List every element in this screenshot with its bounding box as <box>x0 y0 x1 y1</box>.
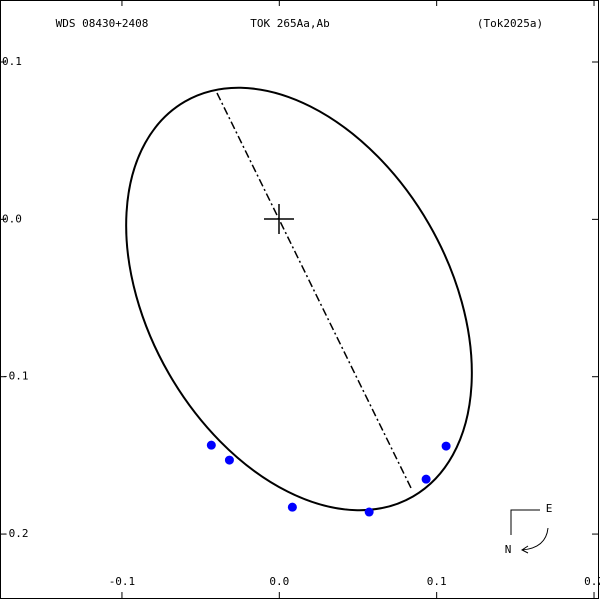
observation <box>287 502 297 512</box>
chart-title: TOK 265Aa,Ab <box>250 17 329 30</box>
observation <box>364 507 374 517</box>
compass <box>510 509 549 554</box>
orbit <box>125 86 473 512</box>
primary-marker <box>264 204 294 234</box>
y-tick-label: 0.1 <box>2 55 22 68</box>
observation <box>206 440 216 450</box>
wds-id: WDS 08430+2408 <box>56 17 149 30</box>
compass-north: N <box>505 543 512 556</box>
compass-east: E <box>546 502 553 515</box>
x-tick-label: 0.2 <box>584 575 600 588</box>
x-tick-label: -0.1 <box>109 575 136 588</box>
observation <box>421 474 431 484</box>
y-tick-label: -0.2 <box>2 527 29 540</box>
x-tick-label: 0.1 <box>427 575 447 588</box>
x-tick-label: 0.0 <box>269 575 289 588</box>
reference: (Tok2025a) <box>477 17 543 30</box>
compass-axes <box>510 509 540 535</box>
compass-arrow <box>521 527 549 554</box>
y-tick-label: -0.1 <box>2 370 29 383</box>
y-tick-label: 0.0 <box>2 212 22 225</box>
observation <box>224 455 234 465</box>
observation <box>441 441 451 451</box>
line-of-nodes <box>216 92 413 491</box>
